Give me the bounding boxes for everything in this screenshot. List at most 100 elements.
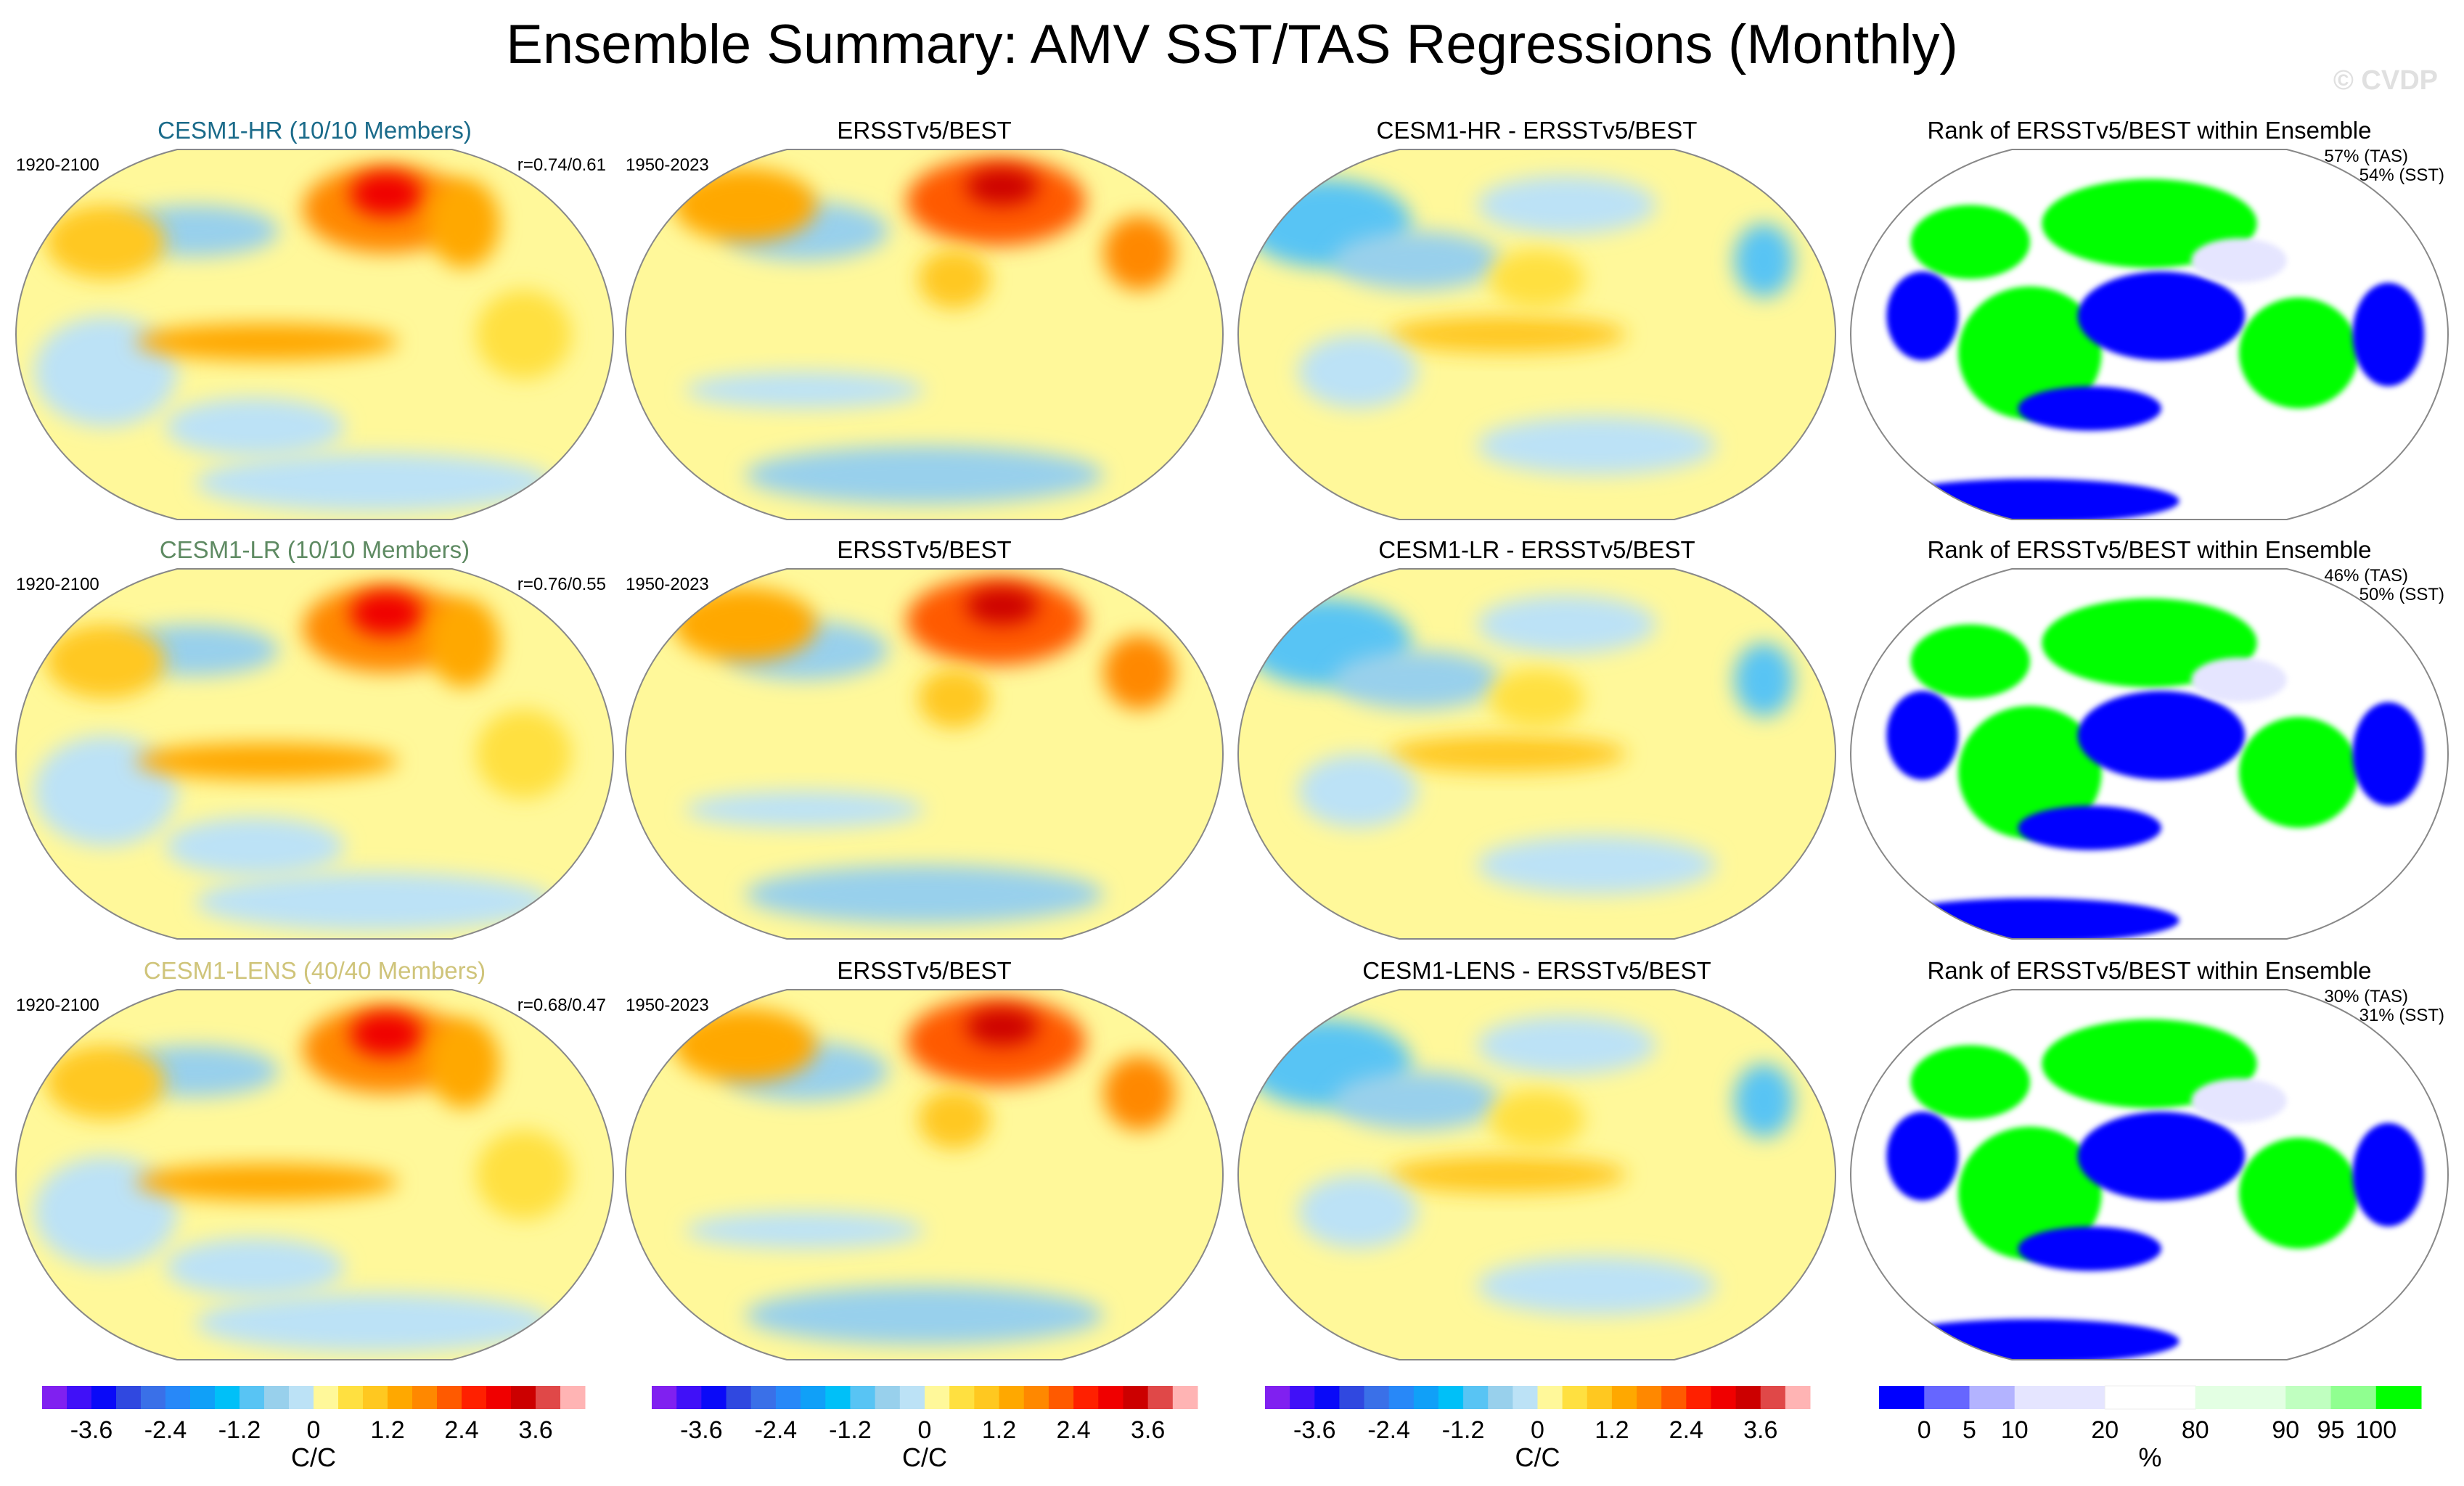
cvdp-watermark: © CVDP [2333, 65, 2438, 96]
colorbar-2 [652, 1386, 1198, 1409]
field-region [966, 587, 1038, 625]
colorbar-box [1413, 1386, 1439, 1409]
period-label: 1920-2100 [16, 575, 99, 594]
field-region [966, 1008, 1038, 1046]
field-region [685, 791, 925, 828]
map-field [16, 569, 613, 939]
colorbar-box [701, 1386, 727, 1409]
colorbar-box [1711, 1386, 1737, 1409]
colorbar-1 [42, 1386, 586, 1409]
colorbar-box [1488, 1386, 1513, 1409]
field-region [2018, 805, 2161, 850]
colorbar-box [1879, 1386, 1925, 1409]
colorbar-tick-label: 0 [1917, 1416, 1931, 1444]
field-region [2238, 717, 2359, 828]
field-region [1103, 215, 1176, 290]
colorbar-tick-label: -1.2 [218, 1416, 261, 1444]
map-panel-model [15, 149, 615, 520]
period-label: 1920-2100 [16, 155, 99, 175]
colorbar-unit-label: C/C [291, 1442, 336, 1472]
field-region [2018, 1226, 2161, 1271]
field-region [1477, 175, 1657, 235]
colorbar-box [289, 1386, 314, 1409]
colorbar-tick-label: 100 [2355, 1416, 2397, 1444]
map-panel-rank [1849, 149, 2449, 520]
panel-title: CESM1-LENS - ERSSTv5/BEST [1362, 957, 1711, 984]
field-region [673, 168, 817, 242]
field-region [1387, 1156, 1626, 1194]
field-region [1734, 223, 1794, 297]
field-region [1477, 594, 1657, 654]
panel-title: CESM1-LENS (40/40 Members) [143, 957, 486, 984]
field-region [165, 1237, 345, 1297]
colorbar-4 [1879, 1385, 2422, 1410]
field-region [1489, 668, 1585, 728]
field-region [2191, 1078, 2287, 1123]
colorbar-box [875, 1386, 901, 1409]
colorbar-unit-label: % [2138, 1442, 2162, 1472]
colorbar-box [240, 1386, 265, 1409]
colorbar-tick-label: -3.6 [70, 1416, 113, 1444]
colorbar-box [1537, 1386, 1563, 1409]
field-region [1333, 231, 1502, 290]
map-panel-diff [1237, 149, 1837, 520]
colorbar-box [1924, 1386, 1970, 1409]
map-field [1851, 569, 2448, 939]
field-region [745, 865, 1104, 924]
map-outline [1237, 568, 1837, 940]
colorbar-tick-label: 95 [2317, 1416, 2345, 1444]
colorbar-unit-label: C/C [1515, 1442, 1560, 1472]
panel-title: CESM1-LR - ERSSTv5/BEST [1378, 536, 1695, 563]
map-field [626, 990, 1223, 1360]
colorbar-tick-label: 0 [917, 1416, 932, 1444]
colorbar-box [2195, 1386, 2286, 1409]
sst-rank-label: 54% (SST) [2359, 165, 2444, 185]
colorbar-box [974, 1386, 1000, 1409]
colorbar-box [1172, 1386, 1198, 1409]
colorbar-tick-label: 5 [1962, 1416, 1976, 1444]
sst-rank-label: 50% (SST) [2359, 585, 2444, 604]
field-region [1734, 643, 1794, 717]
colorbar-box [750, 1386, 777, 1409]
field-region [1477, 835, 1716, 895]
colorbar-box [1661, 1386, 1687, 1409]
field-region [2077, 271, 2246, 361]
map-panel-obs [624, 568, 1224, 940]
field-region [1477, 416, 1716, 475]
tas-rank-label: 57% (TAS) [2324, 147, 2408, 166]
field-region [1103, 1056, 1176, 1130]
field-region [918, 249, 991, 309]
field-region [745, 446, 1104, 505]
field-region [46, 624, 165, 699]
colorbar-box [42, 1386, 67, 1409]
field-region [195, 1293, 554, 1352]
field-region [1880, 478, 2179, 520]
field-region [1477, 1015, 1657, 1075]
colorbar-box [2375, 1386, 2422, 1409]
colorbar-box [1969, 1386, 2015, 1409]
field-region [165, 397, 345, 457]
map-outline [1237, 149, 1837, 520]
colorbar-box [116, 1386, 142, 1409]
field-region [1880, 1318, 2179, 1360]
map-field [1238, 569, 1835, 939]
field-region [2352, 702, 2425, 806]
colorbar-box [388, 1386, 413, 1409]
map-panel-obs [624, 989, 1224, 1360]
colorbar-box [486, 1386, 512, 1409]
field-region [350, 591, 422, 636]
colorbar-tick-label: -1.2 [829, 1416, 872, 1444]
colorbar-box [141, 1386, 166, 1409]
field-region [350, 1011, 422, 1056]
panel-title: CESM1-HR (10/10 Members) [157, 117, 472, 144]
tas-rank-label: 46% (TAS) [2324, 566, 2408, 586]
field-region [1910, 205, 2030, 279]
colorbar-box [1388, 1386, 1415, 1409]
field-region [1886, 1112, 1959, 1201]
colorbar-box [949, 1386, 975, 1409]
pattern-correlation-label: r=0.76/0.55 [517, 575, 606, 594]
colorbar-tick-label: 3.6 [518, 1416, 553, 1444]
colorbar-tick-label: 90 [2272, 1416, 2300, 1444]
colorbar-tick-label: 1.2 [1595, 1416, 1629, 1444]
